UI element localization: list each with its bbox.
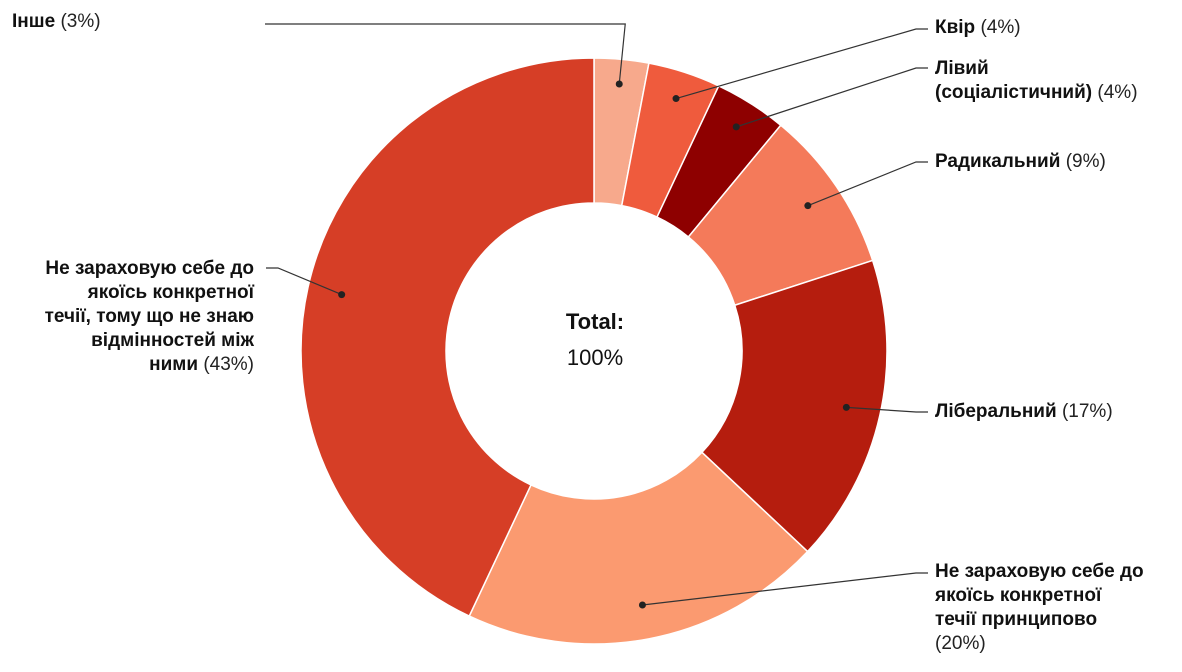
slice-label-kvir: Квір (4%) <box>935 16 1021 40</box>
slice-label-percent: (20%) <box>935 633 986 654</box>
slice-label-pryntsypovo: Не зараховую себе до якоїсь конкретної т… <box>935 560 1144 656</box>
donut-slice <box>700 259 888 553</box>
slice-label-name-line: ними <box>149 354 199 375</box>
center-total-value: 100% <box>566 345 624 370</box>
leader-dot <box>732 123 740 131</box>
slice-label-radykalnyi: Радикальний (9%) <box>935 150 1106 174</box>
leader-line <box>846 406 928 413</box>
slice-label-name: Радикальний <box>935 151 1061 172</box>
slice-label-name-line: течії принципово <box>935 609 1098 630</box>
leader-line <box>265 23 626 85</box>
slice-label-percent: (9%) <box>1065 151 1106 172</box>
slice-label-name-line: якоїсь конкретної <box>935 585 1102 606</box>
slice-label-name-line: відмінностей між <box>91 330 254 351</box>
leader-line <box>266 267 342 296</box>
slice-label-livyi: Лівий (соціалістичний) (4%) <box>935 57 1138 105</box>
slice-label-name-line: (соціалістичний) <box>935 82 1093 103</box>
slice-label-name-line: Не зараховую себе до <box>935 561 1144 582</box>
slice-label-percent: (17%) <box>1061 401 1113 422</box>
leader-line <box>675 28 928 100</box>
slice-label-name-line: Не зараховую себе до <box>45 258 254 279</box>
slice-label-name: Ліберальний <box>935 401 1057 422</box>
center-total-title: Total: <box>565 309 625 334</box>
leader-dot <box>338 291 346 299</box>
slice-label-name-line: Лівий <box>935 58 989 79</box>
slice-label-ne-znaiu: Не зараховую себе до якоїсь конкретної т… <box>45 257 254 377</box>
leader-dot <box>842 403 850 411</box>
slice-label-percent: (4%) <box>1097 82 1138 103</box>
leader-lines <box>265 23 928 609</box>
slice-label-name-line: течії, тому що не знаю <box>44 306 254 327</box>
leader-dot <box>672 95 680 103</box>
slice-label-percent: (3%) <box>60 11 101 32</box>
leader-line <box>642 572 928 606</box>
leader-dot <box>638 601 646 609</box>
donut-slice <box>300 57 595 618</box>
leader-line <box>807 161 928 207</box>
slice-label-liberalnyi: Ліберальний (17%) <box>935 400 1113 424</box>
leader-dot <box>804 202 812 210</box>
slice-label-inshe: Інше (3%) <box>12 10 101 34</box>
leader-line <box>736 67 928 128</box>
slice-label-name: Квір <box>935 17 976 38</box>
slice-label-percent: (43%) <box>203 354 254 375</box>
slice-label-name-line: якоїсь конкретної <box>87 282 254 303</box>
slice-label-percent: (4%) <box>980 17 1021 38</box>
slice-label-name: Інше <box>12 11 56 32</box>
leader-dot <box>615 80 623 88</box>
